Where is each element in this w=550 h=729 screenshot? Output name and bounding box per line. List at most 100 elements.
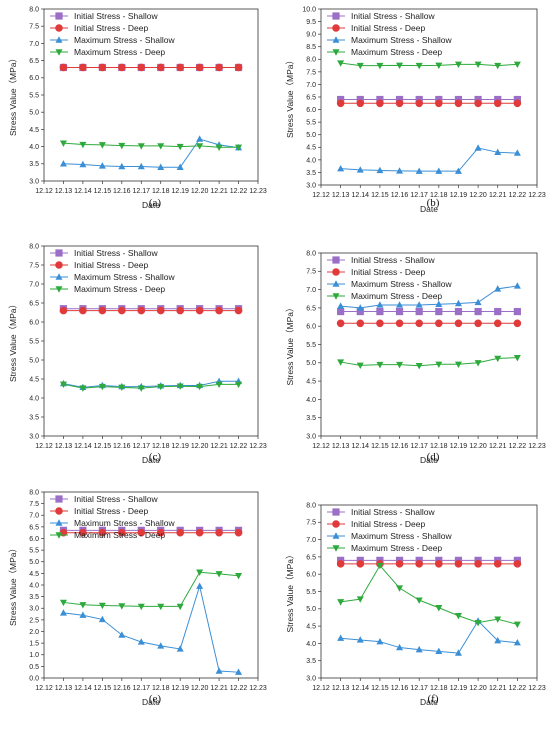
data-point [415, 319, 423, 328]
data-point [513, 149, 521, 156]
legend-label: Initial Stress - Deep [74, 506, 148, 516]
x-tick-label: 12.20 [191, 685, 209, 692]
x-tick-label: 12.17 [410, 443, 428, 450]
data-point [234, 306, 243, 315]
data-point [474, 307, 482, 316]
data-point [356, 636, 364, 643]
legend-label: Maximum Stress - Shallow [351, 279, 452, 289]
x-tick-label: 12.15 [94, 188, 112, 195]
data-point [336, 560, 345, 568]
data-point [376, 301, 384, 308]
y-tick-label: 3.5 [306, 415, 316, 422]
data-point [98, 383, 106, 391]
series-maximum-stress-deep [59, 569, 243, 611]
data-point [157, 143, 165, 150]
y-tick-label: 6.5 [306, 305, 316, 312]
data-point [118, 306, 126, 315]
data-point [513, 319, 522, 328]
legend-marker [55, 273, 63, 280]
legend-label: Maximum Stress - Shallow [74, 518, 175, 528]
series-maximum-stress-shallow [337, 282, 521, 311]
legend-marker [332, 24, 340, 32]
x-tick-label: 12.16 [113, 443, 131, 450]
data-point [494, 148, 502, 156]
y-tick-label: 4.5 [306, 145, 316, 152]
data-point [176, 528, 184, 537]
data-point [454, 99, 463, 108]
y-tick-label: 8.0 [29, 6, 39, 13]
data-point [474, 319, 482, 328]
legend-marker [55, 519, 63, 526]
legend-marker [332, 545, 340, 552]
y-tick-label: 5.5 [29, 338, 39, 345]
data-point [513, 639, 521, 646]
x-tick-label: 12.17 [133, 443, 151, 450]
series-initial-stress-deep [336, 560, 522, 568]
y-tick-label: 3.0 [306, 433, 316, 440]
data-point [415, 301, 423, 308]
x-tick-label: 12.18 [430, 443, 448, 450]
data-point [356, 560, 365, 568]
x-tick-label: 12.13 [332, 443, 350, 450]
y-axis-title: Stress Value（MPa） [285, 550, 295, 632]
data-point [156, 528, 165, 537]
x-tick-label: 12.19 [171, 685, 189, 692]
data-point [454, 167, 462, 174]
data-point [196, 135, 204, 142]
x-tick-label: 12.16 [113, 685, 131, 692]
legend-marker [332, 280, 340, 287]
x-tick-label: 12.14 [352, 192, 370, 199]
data-point [376, 307, 384, 316]
y-axis-title: Stress Value（MPa） [285, 56, 295, 138]
data-point [157, 642, 165, 649]
legend-marker [332, 49, 340, 56]
series-initial-stress-shallow [337, 95, 521, 104]
x-tick-label: 12.20 [469, 443, 487, 450]
x-tick-label: 12.17 [133, 685, 151, 692]
y-tick-label: 3.5 [29, 594, 39, 601]
x-tick-label: 12.15 [371, 192, 389, 199]
data-point [137, 306, 146, 315]
x-tick-label: 12.21 [210, 443, 228, 450]
data-point [396, 62, 404, 70]
y-tick-label: 2.0 [29, 629, 39, 636]
data-point [79, 611, 87, 618]
y-axis-title: Stress Value（MPa） [8, 300, 18, 382]
data-point [118, 384, 126, 392]
data-point [337, 60, 345, 67]
data-point [435, 319, 443, 328]
data-point [435, 167, 443, 174]
legend: Initial Stress - Shallow Initial Stress -… [327, 255, 452, 301]
data-point [356, 62, 364, 70]
series-initial-stress-deep [59, 63, 243, 72]
data-point [157, 383, 165, 391]
y-tick-label: 3.5 [306, 658, 316, 665]
data-point [337, 302, 345, 309]
x-tick-label: 12.21 [210, 188, 228, 195]
series-initial-stress-shallow [337, 307, 521, 316]
data-point [176, 63, 184, 72]
x-axis-title: Date [142, 697, 160, 707]
legend-marker [332, 268, 340, 276]
y-tick-label: 6.0 [29, 319, 39, 326]
data-point [118, 63, 126, 72]
x-axis-title: Date [420, 204, 438, 214]
legend: Initial Stress - Shallow Initial Stress -… [50, 494, 175, 540]
y-tick-label: 7.0 [306, 537, 316, 544]
data-point [435, 300, 443, 307]
data-point [494, 285, 502, 292]
y-tick-label: 5.0 [29, 110, 39, 117]
data-point [196, 143, 204, 150]
series-line [63, 584, 239, 673]
x-tick-label: 12.12 [312, 443, 330, 450]
data-point [513, 307, 521, 316]
y-tick-label: 7.5 [306, 269, 316, 276]
data-point [98, 63, 107, 72]
legend-marker [332, 532, 340, 539]
legend-label: Initial Stress - Deep [351, 23, 425, 33]
legend-label: Initial Stress - Shallow [351, 255, 435, 265]
data-point [176, 383, 184, 390]
legend-label: Maximum Stress - Shallow [351, 35, 452, 45]
series-initial-stress-shallow [337, 556, 521, 564]
data-point [59, 599, 67, 607]
